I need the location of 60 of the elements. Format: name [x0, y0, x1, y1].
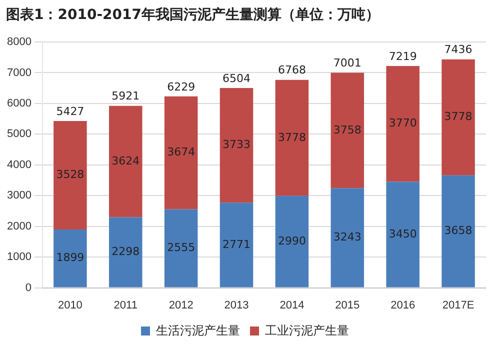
data-label: 3528	[56, 168, 84, 182]
bar	[54, 121, 87, 230]
y-tick-label: 3000	[6, 190, 32, 202]
data-label: 2990	[278, 234, 306, 248]
bar	[386, 66, 420, 182]
data-label: 3624	[112, 154, 140, 168]
data-label: 2298	[112, 245, 140, 258]
data-label: 3243	[333, 230, 362, 244]
x-tick-label: 2013	[224, 299, 249, 312]
bar	[275, 80, 309, 196]
data-label: 3778	[278, 130, 306, 144]
y-tick-label: 1000	[6, 251, 32, 264]
bar	[275, 196, 309, 288]
total-label: 6768	[278, 64, 306, 77]
x-tick-label: 2016	[390, 299, 416, 312]
x-tick-label: 2017E	[442, 299, 474, 312]
bar	[164, 96, 198, 210]
total-label: 6229	[167, 80, 196, 94]
total-label: 7001	[333, 56, 362, 70]
bar	[386, 182, 420, 288]
bar	[330, 188, 364, 288]
y-tick-label: 0	[25, 282, 32, 294]
total-label: 5427	[56, 104, 84, 118]
bar	[330, 72, 364, 188]
x-tick-label: 2012	[168, 299, 194, 312]
total-label: 7219	[388, 50, 417, 63]
x-tick-label: 2015	[335, 299, 360, 312]
chart-title: 图表1：2010-2017年我国污泥产生量测算（单位：万吨）	[5, 6, 380, 25]
x-tick-label: 2011	[114, 299, 138, 312]
legend-label: 工业污泥产生量	[265, 323, 349, 338]
bar	[442, 59, 475, 176]
data-label: 3758	[333, 123, 362, 136]
bar	[220, 88, 254, 203]
y-tick-label: 6000	[6, 97, 32, 110]
y-tick-label: 2000	[6, 220, 32, 232]
legend-label: 生活污泥产生量	[156, 323, 240, 338]
bar	[220, 202, 254, 288]
data-label: 2771	[222, 238, 251, 251]
y-tick-label: 8000	[6, 36, 32, 48]
data-label: 3778	[444, 110, 472, 124]
bar	[109, 217, 142, 288]
y-tick-label: 7000	[6, 66, 32, 79]
data-label: 1899	[56, 251, 84, 264]
bar	[54, 229, 87, 288]
total-label: 7436	[444, 43, 472, 56]
x-tick-label: 2010	[58, 299, 82, 312]
data-label: 3674	[167, 146, 196, 159]
y-tick-label: 4000	[6, 158, 32, 171]
data-label: 3658	[444, 224, 472, 238]
y-tick-label: 5000	[6, 128, 32, 140]
data-label: 3770	[388, 116, 417, 130]
bar	[164, 209, 198, 288]
x-tick-label: 2014	[280, 299, 304, 312]
total-label: 6504	[222, 72, 251, 85]
total-label: 5921	[112, 90, 140, 103]
bar	[442, 175, 475, 288]
data-label: 3733	[222, 138, 251, 152]
bar	[109, 106, 142, 218]
data-label: 3450	[388, 227, 417, 240]
data-label: 2555	[167, 241, 196, 254]
